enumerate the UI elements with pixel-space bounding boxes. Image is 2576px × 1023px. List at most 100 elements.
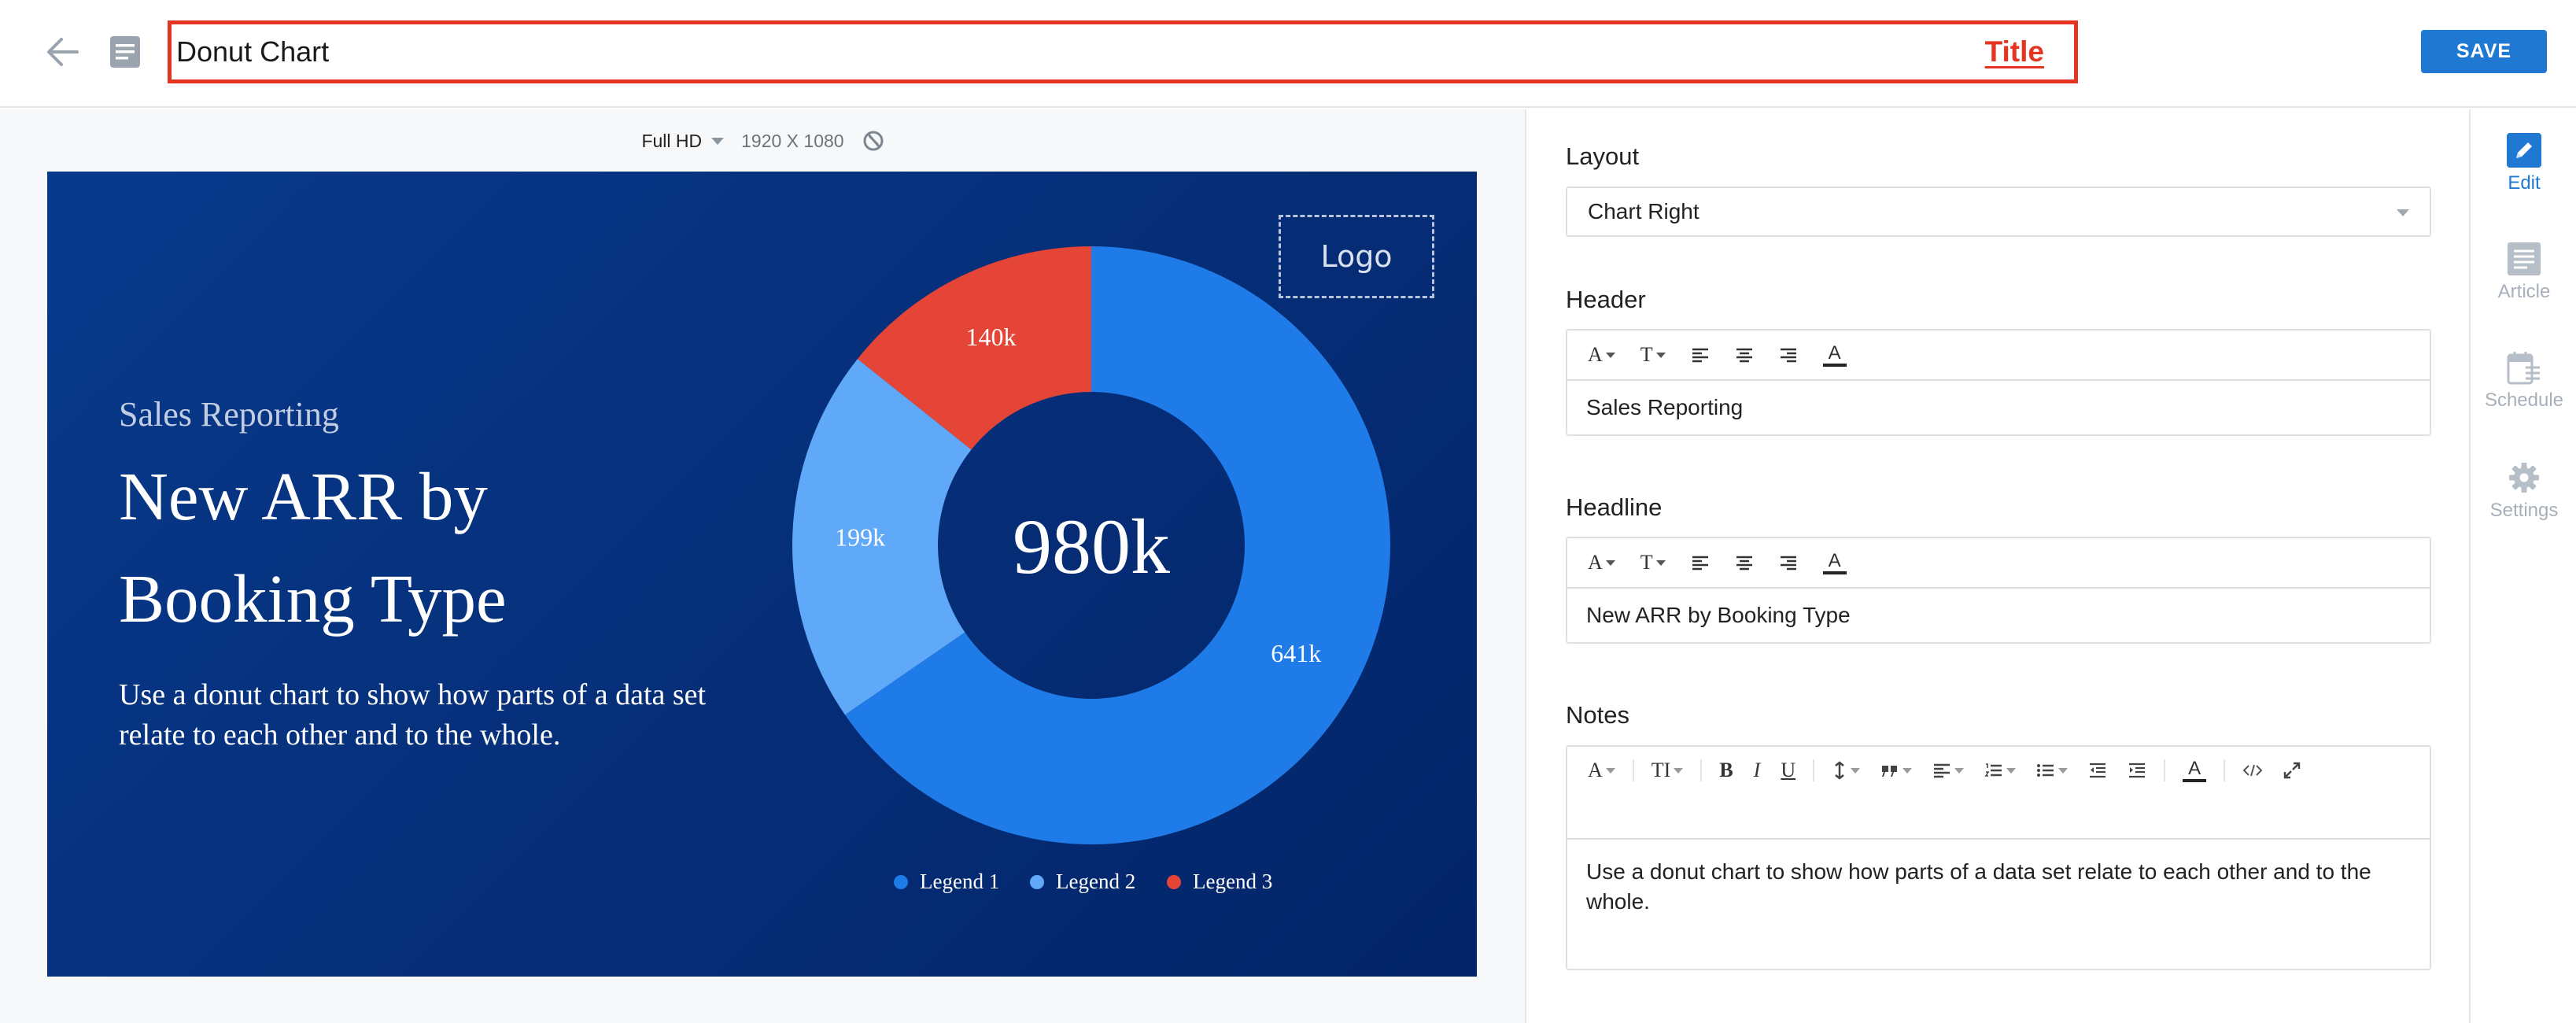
notes-text[interactable]: Use a donut chart to show how parts of a…	[1586, 859, 2371, 914]
title-field-frame: Title	[168, 20, 2078, 83]
bullet-list-icon	[2037, 764, 2054, 777]
chevron-down-icon	[1605, 352, 1615, 358]
headline-label: Headline	[1566, 493, 1663, 521]
align-center-button[interactable]	[1732, 545, 1757, 580]
align-center-button[interactable]	[1732, 338, 1757, 372]
font-size-icon: T	[1640, 551, 1653, 574]
font-icon: A	[1588, 551, 1603, 574]
chevron-down-icon	[2058, 767, 2069, 774]
toolbar-divider	[1632, 759, 1634, 781]
calendar-icon	[2507, 352, 2540, 385]
align-left-button[interactable]	[1688, 338, 1713, 372]
font-icon: A	[1588, 759, 1603, 781]
indent-button[interactable]	[2124, 753, 2150, 788]
chevron-down-icon	[711, 137, 725, 145]
document-icon	[110, 36, 140, 68]
align-right-icon	[1780, 348, 1796, 363]
text-color-icon: A	[1828, 550, 1841, 571]
line-height-button[interactable]	[1829, 753, 1863, 788]
alignment-button[interactable]	[1929, 753, 1967, 788]
font-size-icon: TI	[1651, 759, 1671, 781]
legend-swatch-1	[894, 875, 908, 889]
rail-item-article[interactable]: Article	[2471, 242, 2576, 303]
rail-item-settings[interactable]: Settings	[2471, 460, 2576, 522]
underline-button[interactable]: U	[1777, 753, 1799, 788]
slide-preview[interactable]: Sales Reporting New ARR by Booking Type …	[47, 172, 1477, 977]
donut-center-total: 980k	[1013, 503, 1170, 590]
text-color-icon: A	[1828, 342, 1841, 364]
chevron-down-icon	[1655, 560, 1666, 566]
bullet-list-button[interactable]	[2033, 753, 2071, 788]
save-button[interactable]: SAVE	[2421, 30, 2547, 73]
text-color-button[interactable]: A	[1820, 545, 1850, 580]
headline-toolbar: A T A	[1567, 538, 2430, 589]
font-size-button[interactable]: T	[1637, 338, 1669, 372]
font-family-button[interactable]: A	[1585, 545, 1618, 580]
header-label: Header	[1566, 286, 1646, 313]
legend-label-1: Legend 1	[920, 870, 999, 893]
rail-item-label: Edit	[2508, 172, 2541, 194]
font-size-button[interactable]: TI	[1648, 753, 1687, 788]
headline-text[interactable]: New ARR by Booking Type	[1586, 603, 1851, 627]
rail-item-edit[interactable]: Edit	[2471, 133, 2576, 194]
notes-editor: A TI B I U A Use a donut chart to show h…	[1566, 745, 2431, 970]
donut-slice-1	[844, 246, 1390, 844]
chevron-down-icon	[1954, 767, 1965, 774]
outdent-button[interactable]	[2085, 753, 2110, 788]
canvas-area: Full HD 1920 X 1080 Sales Reporting New …	[0, 109, 1526, 1023]
blockquote-button[interactable]	[1877, 753, 1915, 788]
font-family-button[interactable]: A	[1585, 753, 1618, 788]
toolbar-divider	[2164, 759, 2166, 781]
chevron-down-icon	[2006, 767, 2017, 774]
resolution-select[interactable]: Full HD	[641, 130, 725, 152]
italic-icon: I	[1753, 759, 1761, 781]
align-right-button[interactable]	[1776, 545, 1801, 580]
italic-button[interactable]: I	[1751, 753, 1764, 788]
chevron-down-icon	[1902, 767, 1913, 774]
back-button[interactable]	[44, 35, 82, 69]
font-family-button[interactable]: A	[1585, 338, 1618, 372]
bold-button[interactable]: B	[1716, 753, 1736, 788]
align-center-icon	[1736, 556, 1752, 571]
layout-select-value: Chart Right	[1588, 199, 1699, 223]
ordered-list-button[interactable]	[1981, 753, 2019, 788]
text-color-button[interactable]: A	[2179, 753, 2209, 788]
bold-icon: B	[1719, 759, 1733, 781]
resolution-select-label: Full HD	[641, 130, 703, 151]
rotate-icon[interactable]	[862, 129, 885, 153]
align-right-icon	[1780, 556, 1796, 571]
header-editor: A T A Sales Reporting	[1566, 329, 2431, 436]
color-underline-bar	[1822, 364, 1847, 367]
font-size-button[interactable]: T	[1637, 545, 1669, 580]
text-color-icon: A	[2188, 758, 2201, 779]
color-underline-bar	[2183, 779, 2207, 782]
notes-label: Notes	[1566, 701, 1629, 729]
align-left-icon	[1934, 763, 1950, 778]
legend-label-2: Legend 2	[1056, 870, 1135, 893]
layout-select[interactable]: Chart Right	[1566, 187, 2431, 237]
logo-placeholder[interactable]: Logo	[1279, 215, 1434, 298]
code-view-button[interactable]	[2239, 753, 2266, 788]
align-left-icon	[1692, 348, 1708, 363]
text-color-button[interactable]: A	[1820, 338, 1850, 372]
article-icon	[2508, 242, 2541, 275]
title-input[interactable]	[176, 24, 1907, 79]
rail-item-schedule[interactable]: Schedule	[2471, 350, 2576, 412]
underline-icon: U	[1781, 759, 1796, 781]
arrow-left-icon	[47, 38, 79, 66]
chevron-down-icon	[1674, 767, 1684, 774]
rail-item-label: Settings	[2489, 500, 2559, 521]
header-text[interactable]: Sales Reporting	[1586, 395, 1744, 419]
align-left-button[interactable]	[1688, 545, 1713, 580]
quote-icon	[1882, 766, 1898, 777]
resolution-bar: Full HD 1920 X 1080	[0, 125, 1526, 157]
donut-chart: 641k 199k 140k 980k Legend 1 Legend 2 Legend 3	[792, 246, 1390, 893]
align-right-button[interactable]	[1776, 338, 1801, 372]
ordered-list-icon	[1984, 763, 2002, 777]
fullscreen-button[interactable]	[2280, 753, 2304, 788]
slide-notes: Use a donut chart to show how parts of a…	[119, 678, 707, 752]
resolution-dimensions: 1920 X 1080	[741, 130, 844, 151]
notes-toolbar: A TI B I U A	[1567, 747, 2430, 840]
toolbar-divider	[2224, 759, 2226, 781]
code-icon	[2242, 764, 2263, 777]
